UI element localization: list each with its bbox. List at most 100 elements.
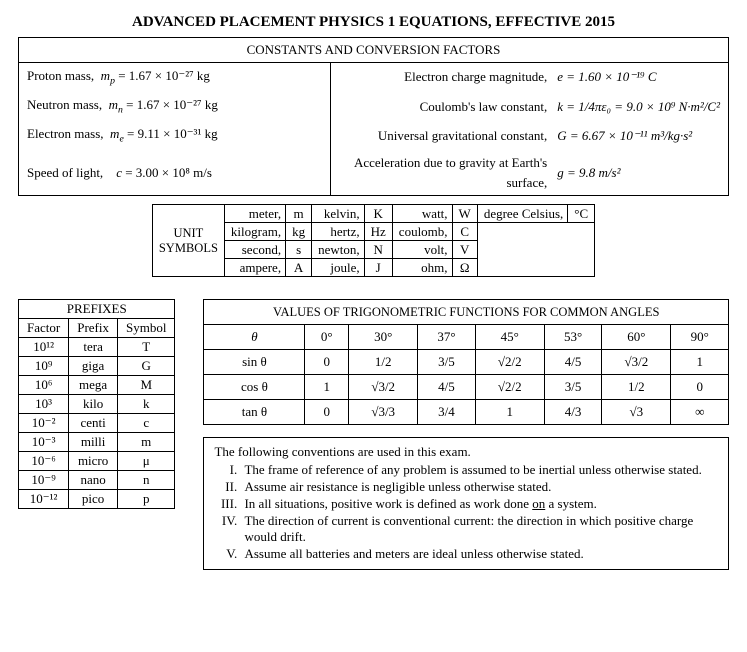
const-left-2-sub: e bbox=[119, 134, 123, 145]
prefix-cell: 10⁻³ bbox=[19, 433, 69, 452]
convention-item: In all situations, positive work is defi… bbox=[240, 496, 718, 512]
trig-val: 1 bbox=[671, 350, 729, 375]
prefix-cell: 10⁶ bbox=[19, 376, 69, 395]
prefix-col: Symbol bbox=[118, 319, 175, 338]
trig-val: 3/4 bbox=[418, 400, 475, 425]
trig-header: VALUES OF TRIGONOMETRIC FUNCTIONS FOR CO… bbox=[204, 300, 729, 325]
trig-val: 4/5 bbox=[544, 350, 601, 375]
conventions-list: The frame of reference of any problem is… bbox=[214, 462, 718, 562]
prefix-cell: micro bbox=[69, 452, 118, 471]
const-left-2-val: = 9.11 × 10⁻³¹ kg bbox=[127, 126, 218, 141]
unit-cell: Ω bbox=[452, 259, 477, 277]
const-left-3-val: = 3.00 × 10⁸ m/s bbox=[125, 165, 212, 180]
trig-val: 0 bbox=[305, 400, 349, 425]
prefix-cell: p bbox=[118, 490, 175, 509]
unit-cell: hertz, bbox=[312, 223, 365, 241]
units-label: UNIT SYMBOLS bbox=[152, 205, 224, 277]
unit-cell: kelvin, bbox=[312, 205, 365, 223]
trig-val: 3/5 bbox=[544, 375, 601, 400]
units-label-2: SYMBOLS bbox=[159, 241, 218, 255]
trig-angle: 30° bbox=[349, 325, 418, 350]
convention-item: Assume air resistance is negligible unle… bbox=[240, 479, 718, 495]
prefix-cell: μ bbox=[118, 452, 175, 471]
unit-cell: kilogram, bbox=[224, 223, 285, 241]
unit-cell: joule, bbox=[312, 259, 365, 277]
const-left-1-val: = 1.67 × 10⁻²⁷ kg bbox=[126, 97, 218, 112]
prefix-cell: nano bbox=[69, 471, 118, 490]
prefix-cell: G bbox=[118, 357, 175, 376]
trig-val: √2/2 bbox=[475, 375, 544, 400]
const-left-0-desc: Proton mass, bbox=[27, 68, 94, 83]
prefix-cell: tera bbox=[69, 338, 118, 357]
unit-cell: watt, bbox=[392, 205, 452, 223]
prefix-cell: M bbox=[118, 376, 175, 395]
convention-item: Assume all batteries and meters are idea… bbox=[240, 546, 718, 562]
conventions-box: The following conventions are used in th… bbox=[203, 437, 729, 570]
unit-cell: s bbox=[286, 241, 312, 259]
trig-val: 0 bbox=[671, 375, 729, 400]
trig-fn: cos θ bbox=[204, 375, 305, 400]
prefix-cell: c bbox=[118, 414, 175, 433]
trig-val: 4/5 bbox=[418, 375, 475, 400]
trig-fn: sin θ bbox=[204, 350, 305, 375]
const-left-0-val: = 1.67 × 10⁻²⁷ kg bbox=[118, 68, 210, 83]
trig-val: √3 bbox=[602, 400, 671, 425]
trig-val: √3/3 bbox=[349, 400, 418, 425]
unit-cell-empty bbox=[477, 223, 594, 277]
prefix-cell: giga bbox=[69, 357, 118, 376]
prefix-cell: k bbox=[118, 395, 175, 414]
const-left-0-sym: m bbox=[101, 68, 110, 83]
unit-cell: V bbox=[452, 241, 477, 259]
unit-cell: second, bbox=[224, 241, 285, 259]
convention-item: The frame of reference of any problem is… bbox=[240, 462, 718, 478]
const-right-2-eq: G = 6.67 × 10⁻¹¹ m³/kg·s² bbox=[553, 121, 728, 150]
unit-cell: W bbox=[452, 205, 477, 223]
trig-val: 0 bbox=[305, 350, 349, 375]
units-label-1: UNIT bbox=[173, 226, 203, 240]
prefix-cell: 10⁻¹² bbox=[19, 490, 69, 509]
prefix-cell: 10³ bbox=[19, 395, 69, 414]
unit-cell: coulomb, bbox=[392, 223, 452, 241]
trig-val: 1/2 bbox=[349, 350, 418, 375]
const-left-0-sub: p bbox=[110, 75, 115, 86]
prefix-cell: m bbox=[118, 433, 175, 452]
prefix-cell: pico bbox=[69, 490, 118, 509]
constants-header: CONSTANTS AND CONVERSION FACTORS bbox=[19, 38, 729, 63]
unit-cell: Hz bbox=[364, 223, 392, 241]
trig-fn: tan θ bbox=[204, 400, 305, 425]
unit-cell: newton, bbox=[312, 241, 365, 259]
page-title: ADVANCED PLACEMENT PHYSICS 1 EQUATIONS, … bbox=[18, 14, 729, 31]
prefix-cell: 10⁻⁹ bbox=[19, 471, 69, 490]
unit-cell: volt, bbox=[392, 241, 452, 259]
unit-cell: ampere, bbox=[224, 259, 285, 277]
const-right-3-eq: g = 9.8 m/s² bbox=[553, 150, 728, 196]
prefix-cell: T bbox=[118, 338, 175, 357]
prefixes-header: PREFIXES bbox=[19, 300, 175, 319]
const-left-2-desc: Electron mass, bbox=[27, 126, 104, 141]
unit-cell: K bbox=[364, 205, 392, 223]
prefix-cell: kilo bbox=[69, 395, 118, 414]
trig-val: 4/3 bbox=[544, 400, 601, 425]
prefix-col: Factor bbox=[19, 319, 69, 338]
trig-angle: 45° bbox=[475, 325, 544, 350]
trig-val: √3/2 bbox=[602, 350, 671, 375]
trig-angle: 0° bbox=[305, 325, 349, 350]
trig-val: √2/2 bbox=[475, 350, 544, 375]
unit-cell: A bbox=[286, 259, 312, 277]
trig-angle: 53° bbox=[544, 325, 601, 350]
const-right-0-desc: Electron charge magnitude, bbox=[331, 62, 553, 92]
prefix-col: Prefix bbox=[69, 319, 118, 338]
trig-val: ∞ bbox=[671, 400, 729, 425]
units-table: UNIT SYMBOLS meter,m kelvin,K watt,W deg… bbox=[152, 204, 595, 277]
prefix-cell: n bbox=[118, 471, 175, 490]
trig-theta: θ bbox=[204, 325, 305, 350]
constants-table: CONSTANTS AND CONVERSION FACTORS Proton … bbox=[18, 37, 729, 196]
const-left-1-desc: Neutron mass, bbox=[27, 97, 102, 112]
prefix-cell: 10⁻⁶ bbox=[19, 452, 69, 471]
prefix-cell: mega bbox=[69, 376, 118, 395]
unit-cell: J bbox=[364, 259, 392, 277]
trig-table: VALUES OF TRIGONOMETRIC FUNCTIONS FOR CO… bbox=[203, 299, 729, 425]
const-left-3-desc: Speed of light, bbox=[27, 165, 103, 180]
unit-cell: ohm, bbox=[392, 259, 452, 277]
trig-val: 3/5 bbox=[418, 350, 475, 375]
